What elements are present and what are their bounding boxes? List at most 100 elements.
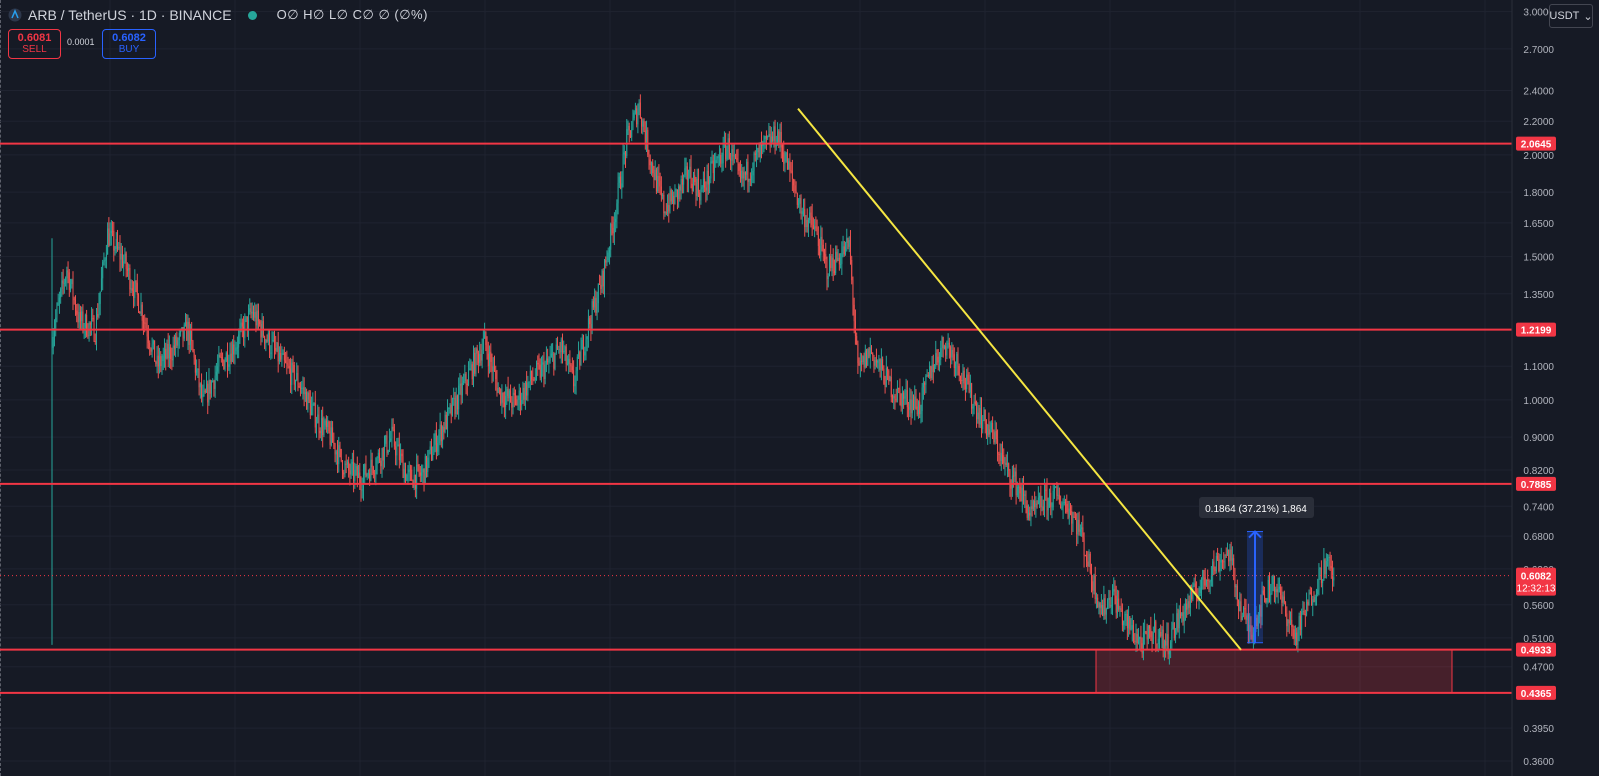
candle-body (880, 359, 882, 371)
candle-body (450, 404, 452, 416)
candle-body (878, 359, 880, 361)
candle-body (1301, 611, 1303, 630)
candle-body (674, 189, 676, 205)
candle-body (721, 163, 723, 165)
sell-button[interactable]: 0.6081 SELL (8, 29, 61, 59)
candle-body (636, 108, 638, 125)
candle-body (810, 212, 812, 216)
candle-body (694, 175, 696, 182)
level-price-label: 0.4933 (1521, 646, 1552, 657)
candle-body (183, 324, 185, 339)
candle-body (1210, 575, 1212, 582)
candle-body (278, 353, 280, 362)
candle-body (1062, 503, 1064, 507)
candle-body (397, 444, 399, 447)
candle-body (1018, 486, 1020, 488)
candle-body (210, 381, 212, 394)
candle-body (485, 331, 487, 346)
candle-body (369, 473, 371, 481)
candle-body (1170, 642, 1172, 650)
candle-body (192, 341, 194, 352)
currency-selector[interactable]: USDT ⌄ (1549, 4, 1593, 28)
price-tick-label: 0.5600 (1523, 601, 1554, 612)
candle-body (102, 262, 104, 279)
candle-body (747, 161, 749, 182)
candle-body (1092, 581, 1094, 591)
candle-body (1173, 622, 1175, 639)
buy-button[interactable]: 0.6082 BUY (102, 29, 156, 59)
candle-body (711, 160, 713, 162)
candle-body (605, 260, 607, 263)
candle-body (1178, 610, 1180, 629)
candle-body (1261, 590, 1263, 617)
candle-body (176, 336, 178, 346)
candle-body (1026, 505, 1028, 518)
support-zone-box (1095, 649, 1453, 694)
countdown-label: 12:32:13 (1517, 584, 1556, 595)
candle-body (97, 314, 99, 317)
candle-body (961, 380, 963, 382)
candle-body (475, 348, 477, 374)
candle-body (794, 185, 796, 191)
candle-body (1182, 612, 1184, 622)
candle-body (386, 435, 388, 453)
candle-body (1041, 506, 1043, 508)
candle-body (1093, 575, 1095, 591)
candle-body (1163, 640, 1165, 652)
candle-body (1290, 619, 1292, 624)
candle-body (690, 166, 692, 184)
candle-body (958, 365, 960, 377)
candle-body (786, 152, 788, 170)
price-tick-label: 1.8000 (1523, 188, 1554, 199)
candle-body (233, 344, 235, 355)
candle-body (501, 392, 503, 404)
candle-body (502, 392, 504, 403)
candle-body (223, 360, 225, 369)
candle-body (670, 190, 672, 202)
symbol-title[interactable]: ARB / TetherUS · 1D · BINANCE (28, 7, 232, 23)
candle-body (112, 230, 114, 232)
candle-body (487, 353, 489, 367)
candle-body (255, 312, 257, 326)
candle-body (899, 389, 901, 394)
candle-body (139, 312, 141, 314)
candle-body (892, 397, 894, 399)
candle-body (570, 364, 572, 367)
candle-body (749, 179, 751, 181)
candle-body (257, 310, 259, 322)
candle-body (1071, 511, 1073, 524)
candle-body (208, 379, 210, 403)
candle-body (1061, 506, 1063, 509)
candle-body (338, 445, 340, 465)
candle-body (1265, 598, 1267, 603)
candle-body (239, 328, 241, 335)
candle-body (789, 161, 791, 171)
candle-body (429, 446, 431, 451)
candle-body (985, 423, 987, 436)
candle-body (361, 489, 363, 491)
candle-body (1011, 475, 1013, 489)
price-tick-label: 0.5100 (1523, 634, 1554, 645)
candle-body (1118, 598, 1120, 610)
candle-body (1298, 616, 1300, 630)
candle-body (753, 153, 755, 172)
candle-body (812, 224, 814, 230)
candle-body (863, 356, 865, 368)
candle-body (481, 349, 483, 361)
candle-body (82, 311, 84, 330)
candle-body (874, 360, 876, 366)
candle-body (1213, 561, 1215, 570)
candle-body (482, 338, 484, 350)
candle-body (259, 321, 261, 325)
candle-body (198, 368, 200, 388)
candle-body (162, 355, 164, 362)
candle-body (81, 311, 83, 322)
candles (51, 94, 1335, 665)
candle-body (302, 387, 304, 389)
candle-body (1076, 519, 1078, 535)
candle-body (908, 407, 910, 410)
candle-body (847, 238, 849, 247)
candle-body (742, 170, 744, 179)
candle-body (57, 302, 59, 306)
